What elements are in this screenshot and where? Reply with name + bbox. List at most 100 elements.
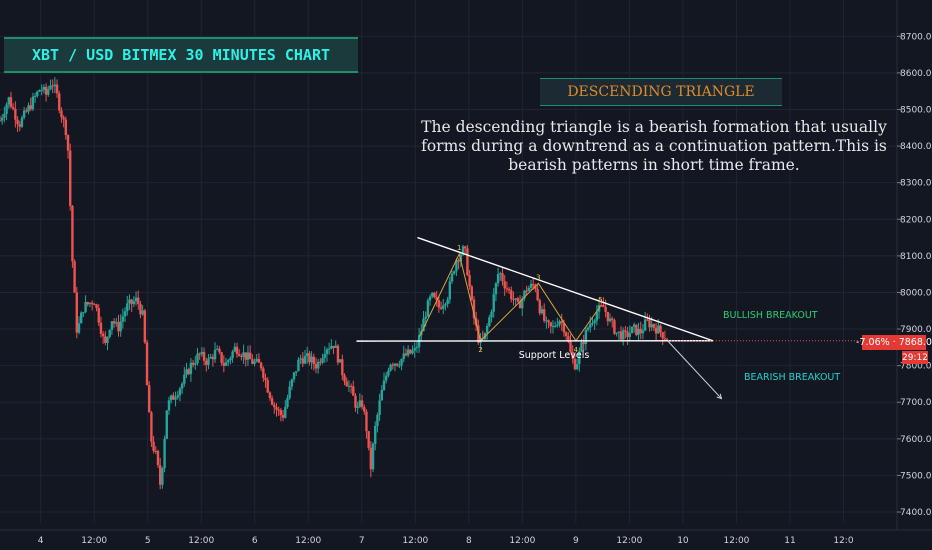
candle-body — [262, 368, 265, 378]
price-axis-bg — [897, 0, 932, 550]
candle-body — [110, 321, 114, 330]
pattern-name-banner: DESCENDING TRIANGLE — [540, 78, 782, 106]
candle-body — [273, 404, 276, 408]
candle-body — [639, 328, 642, 334]
candle-body — [349, 385, 353, 387]
candle-body — [402, 353, 405, 359]
candle-body — [540, 309, 544, 314]
candle-body — [363, 407, 366, 412]
candle-body — [9, 97, 13, 108]
candle-body — [626, 331, 629, 337]
candle-body — [608, 318, 612, 322]
candle-body — [194, 363, 197, 365]
candle-body — [242, 352, 245, 357]
price-tick-label: 7800.0 — [900, 362, 932, 372]
candle-body — [343, 375, 346, 382]
candle-body — [128, 299, 131, 304]
pattern-description: The descending triangle is a bearish for… — [421, 118, 887, 174]
candle-body — [275, 407, 278, 410]
support-levels-label: Support Levels — [519, 350, 590, 361]
candle-body — [183, 374, 186, 384]
candle-body — [490, 311, 493, 318]
bar-countdown-timer: 29:12 — [902, 351, 928, 364]
candle-body — [569, 341, 572, 352]
candle-body — [505, 288, 509, 290]
chart-title: XBT / USD BITMEX 30 MINUTES CHART — [31, 46, 330, 64]
candle-body — [369, 447, 373, 470]
candle-body — [529, 283, 533, 288]
candle-body — [47, 89, 50, 95]
candle-body — [426, 300, 430, 317]
last-price-badge: -7.06% · 7868.0 — [856, 335, 932, 350]
candle-body — [145, 342, 149, 386]
time-tick-label: 12:00 — [723, 536, 749, 546]
time-tick-label: 12:0 — [833, 536, 853, 546]
candle-body — [389, 364, 392, 371]
candle-body — [547, 320, 550, 323]
candle-body — [525, 290, 528, 292]
candle-body — [549, 322, 552, 327]
candle-body — [158, 465, 162, 485]
candle-body — [442, 305, 445, 309]
candle-body — [385, 375, 388, 381]
candle-body — [448, 281, 452, 300]
candle-body — [196, 353, 199, 364]
candle-body — [619, 331, 623, 340]
candle-body — [284, 407, 287, 418]
time-axis[interactable]: 4 12:00 5 12:00 6 12:00 7 12:00 8 12:00 9 12:00 10 12… — [0, 529, 932, 546]
resistance-trend-line — [417, 236, 714, 342]
candle-body — [220, 352, 223, 364]
candle-body — [374, 425, 377, 444]
candle-body — [312, 356, 315, 364]
candle-body — [352, 386, 355, 396]
candle-body — [119, 321, 122, 332]
time-tick-label: 12:00 — [616, 536, 642, 546]
candle-body — [507, 289, 511, 291]
candle-body — [222, 363, 226, 366]
candle-body — [558, 321, 561, 325]
bullish-breakout-label: BULLISH BREAKOUT — [723, 310, 818, 321]
candle-body — [95, 304, 98, 309]
time-tick-label: 12:00 — [509, 536, 535, 546]
candle-body — [406, 349, 410, 356]
candle-body — [376, 414, 379, 426]
time-tick-label: 12:00 — [402, 536, 428, 546]
price-axis[interactable]: 7400.0 7500.0 7600.0 7700.0 7800.0 7900.0 8000… — [896, 0, 932, 550]
candle-body — [71, 205, 74, 262]
candle-body — [643, 319, 647, 331]
pattern-name: DESCENDING TRIANGLE — [567, 84, 755, 100]
price-separator: · — [889, 337, 899, 348]
candle-body — [233, 346, 236, 352]
candle-body — [545, 320, 548, 322]
candle-body — [435, 297, 438, 301]
candle-body — [409, 349, 412, 354]
candle-body — [560, 321, 563, 324]
candle-body — [156, 451, 160, 466]
candle-body — [55, 84, 59, 94]
candle-body — [499, 273, 502, 275]
candle-body — [431, 292, 434, 297]
candle-body — [202, 351, 206, 361]
candle-body — [213, 349, 217, 360]
candle-body — [209, 356, 212, 359]
candle-body — [433, 292, 436, 298]
candle-body — [415, 347, 419, 349]
candle-body — [602, 305, 605, 308]
candle-body — [514, 298, 517, 300]
candle-body — [459, 254, 463, 262]
candle-body — [0, 117, 4, 121]
candle-body — [553, 325, 557, 327]
candle-body — [630, 326, 634, 334]
candle-body — [595, 311, 599, 321]
candle-body — [461, 246, 465, 255]
candle-body — [180, 383, 184, 389]
candle-body — [246, 352, 250, 360]
candle-body — [593, 320, 596, 323]
candle-body — [167, 400, 171, 411]
candle-body — [123, 311, 127, 317]
candle-body — [360, 400, 364, 408]
candle-body — [84, 302, 87, 313]
time-tick-label: 6 — [252, 536, 258, 546]
candle-body — [564, 332, 568, 337]
